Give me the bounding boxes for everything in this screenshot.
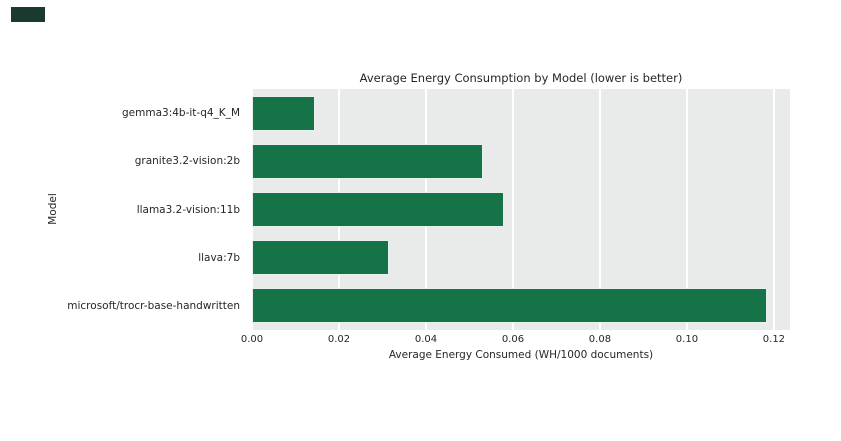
bar-microsoft-trocr-base-handwritten <box>252 288 768 324</box>
x-tick-label: 0.00 <box>240 334 264 345</box>
x-tick-label: 0.12 <box>762 334 786 345</box>
bar-llama3-2-vision-11b <box>252 192 505 227</box>
bar-gemma3-4b-it-q4-k-m <box>252 95 316 131</box>
bar-llava-7b <box>252 240 389 276</box>
y-tick-label: microsoft/trocr-base-handwritten <box>67 299 240 312</box>
gridline <box>685 89 688 330</box>
x-tick-label: 0.06 <box>501 334 525 345</box>
y-tick-label: gemma3:4b-it-q4_K_M <box>122 107 240 120</box>
y-tick-label: granite3.2-vision:2b <box>134 155 240 168</box>
x-tick-label: 0.10 <box>675 334 699 345</box>
gridline <box>598 89 601 330</box>
x-tick-label: 0.02 <box>327 334 351 345</box>
gridline <box>511 89 514 330</box>
gridline <box>772 89 775 330</box>
corner-mark <box>11 7 45 22</box>
chart-title: Average Energy Consumption by Model (low… <box>359 71 683 85</box>
x-tick-label: 0.04 <box>414 334 438 345</box>
y-tick-label: llama3.2-vision:11b <box>136 203 240 216</box>
bar-granite3-2-vision-2b <box>252 143 483 179</box>
plot-area <box>251 89 790 330</box>
x-axis-label: Average Energy Consumed (WH/1000 documen… <box>388 349 654 361</box>
y-tick-label: llava:7b <box>198 251 240 264</box>
x-tick-label: 0.08 <box>588 334 612 345</box>
